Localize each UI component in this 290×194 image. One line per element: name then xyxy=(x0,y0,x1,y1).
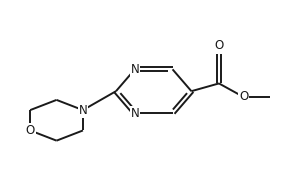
Text: O: O xyxy=(26,124,35,137)
Text: O: O xyxy=(214,39,224,52)
Text: N: N xyxy=(130,107,139,120)
Text: O: O xyxy=(239,90,248,104)
Text: N: N xyxy=(130,63,139,76)
Text: N: N xyxy=(79,104,87,117)
